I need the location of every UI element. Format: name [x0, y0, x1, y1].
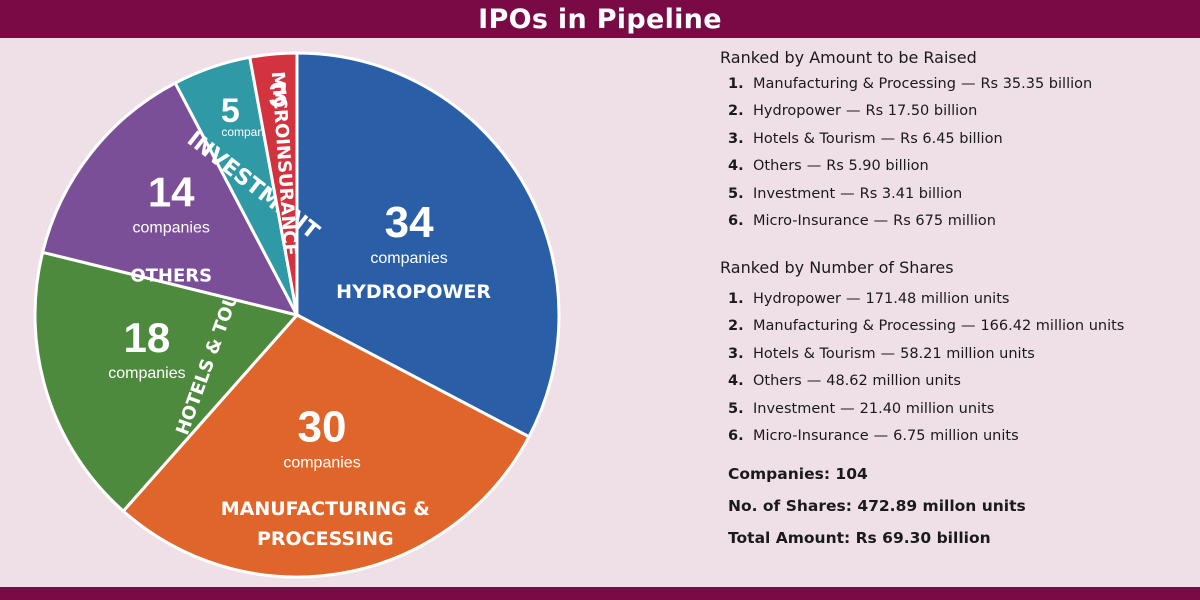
by_shares-item: 6. Micro-Insurance —6.75 million units [728, 423, 1124, 451]
rank-value: Rs 6.45 billion [900, 130, 1003, 147]
by_shares-item: 5. Investment —21.40 million units [728, 395, 1124, 423]
slice-count-unit: companies [283, 455, 360, 472]
rank-separator: — [873, 213, 889, 230]
rank-number: 4. [728, 158, 744, 175]
rankings-panel: Ranked by Amount to be Raised 1. Manufact… [700, 38, 1200, 587]
slice-count: 34 [385, 198, 434, 247]
shares-ranking-title: Ranked by Number of Shares [720, 258, 954, 277]
rank-value: 21.40 million units [859, 400, 995, 417]
rank-separator: — [880, 345, 896, 362]
pie-slice-hotels-tourism [33, 250, 300, 514]
rank-number: 2. [728, 103, 744, 120]
pie-slice-others [40, 80, 300, 318]
rank-number: 3. [728, 130, 744, 147]
slice-count-unit: companies [108, 365, 185, 382]
rank-value: 6.75 million units [893, 428, 1019, 445]
rank-sector: Hydropower [753, 290, 842, 307]
rank-sector: Others [753, 373, 802, 390]
rank-sector: Manufacturing & Processing [753, 318, 956, 335]
rank-number: 2. [728, 318, 744, 335]
rank-number: 1. [728, 290, 744, 307]
slice-count: 18 [124, 314, 171, 361]
rank-sector: Hydropower [753, 103, 842, 120]
rank-value: Rs 3.41 billion [859, 185, 963, 202]
slice-category-text: PROCESSING [257, 528, 394, 550]
by_shares-item: 3. Hotels & Tourism —58.21 million units [728, 340, 1124, 368]
slice-category-label: OTHERS [130, 265, 212, 286]
rank-separator: — [840, 185, 855, 202]
slice-category-label: MANUFACTURING & PROCESSING [221, 498, 430, 550]
rank-number: 6. [728, 213, 744, 230]
total-shares: No. of Shares: 472.89 millon units [728, 497, 1026, 515]
rank-value: 171.48 million units [865, 290, 1010, 307]
rank-value: Rs 35.35 billion [980, 75, 1093, 92]
pie-slice-hydropower [295, 51, 561, 439]
by_amount-item: 3. Hotels & Tourism — Rs 6.45 billion [728, 125, 1092, 153]
amount-ranking-list: 1. Manufacturing & Processing — Rs 35.35 bi… [728, 70, 1092, 235]
slice-count: 14 [148, 168, 195, 215]
slice-count-unit: companies [133, 219, 210, 236]
by_amount-item: 6. Micro-Insurance — Rs 675 million [728, 208, 1092, 236]
slice-count-unit: companies [370, 250, 447, 267]
amount-ranking-title: Ranked by Amount to be Raised [720, 48, 977, 67]
total-companies: Companies: 104 [728, 465, 868, 483]
slice-category-text: OTHERS [130, 265, 212, 286]
rank-separator: — [960, 75, 976, 92]
by_shares-item: 1. Hydropower —171.48 million units [728, 285, 1124, 313]
rank-separator: — [880, 130, 896, 147]
total-amount: Total Amount: Rs 69.30 billion [728, 529, 991, 547]
rank-separator: — [960, 318, 976, 335]
slice-count: 5 [221, 92, 240, 130]
page-title: IPOs in Pipeline [478, 3, 722, 35]
totals-block: Companies: 104 No. of Shares: 472.89 mil… [728, 458, 1026, 554]
rank-sector: Hotels & Tourism [753, 345, 876, 362]
rank-separator: — [846, 103, 861, 120]
rank-sector: Hotels & Tourism [753, 130, 876, 147]
slice-category-text: MANUFACTURING & [221, 498, 430, 520]
rank-value: 48.62 million units [826, 373, 961, 390]
slice-count: 3 [269, 76, 288, 114]
pie-chart: 34 companies HYDROPOWER 30 companies MANUFACT… [33, 51, 561, 579]
rank-sector: Micro-Insurance [753, 428, 869, 445]
rank-sector: Others [753, 158, 802, 175]
rank-value: Rs 5.90 billion [826, 158, 929, 175]
pie-slice-microinsurance [248, 51, 299, 316]
rank-value: 58.21 million units [900, 345, 1035, 362]
footer-bar [0, 587, 1200, 600]
rank-value: Rs 675 million [893, 213, 996, 230]
rank-separator: — [806, 373, 822, 390]
rank-separator: — [840, 400, 855, 417]
by_amount-item: 5. Investment — Rs 3.41 billion [728, 180, 1092, 208]
rank-number: 5. [728, 185, 744, 202]
rank-number: 5. [728, 400, 744, 417]
by_shares-item: 2. Manufacturing & Processing —166.42 mill… [728, 313, 1124, 341]
by_shares-item: 4. Others —48.62 million units [728, 368, 1124, 396]
rank-number: 3. [728, 345, 744, 362]
rank-separator: — [873, 428, 889, 445]
rank-value: Rs 17.50 billion [865, 103, 978, 120]
pie-slice-manufacturing-processing [121, 313, 532, 579]
slice-category-text: HYDROPOWER [336, 281, 491, 303]
by_amount-item: 2. Hydropower — Rs 17.50 billion [728, 98, 1092, 126]
by_amount-item: 1. Manufacturing & Processing — Rs 35.35 bi… [728, 70, 1092, 98]
rank-sector: Investment [753, 400, 836, 417]
shares-ranking-list: 1. Hydropower —171.48 million units 2. Manuf… [728, 285, 1124, 450]
rank-sector: Investment [753, 185, 836, 202]
slice-count: 30 [298, 403, 347, 452]
rank-sector: Manufacturing & Processing [753, 75, 956, 92]
rank-sector: Micro-Insurance [753, 213, 869, 230]
rank-number: 1. [728, 75, 744, 92]
rank-number: 4. [728, 373, 744, 390]
slice-category-label: HYDROPOWER [336, 281, 491, 303]
title-bar: IPOs in Pipeline [0, 0, 1200, 38]
rank-separator: — [806, 158, 822, 175]
rank-separator: — [846, 290, 861, 307]
by_amount-item: 4. Others — Rs 5.90 billion [728, 153, 1092, 181]
rank-number: 6. [728, 428, 744, 445]
rank-value: 166.42 million units [980, 318, 1125, 335]
